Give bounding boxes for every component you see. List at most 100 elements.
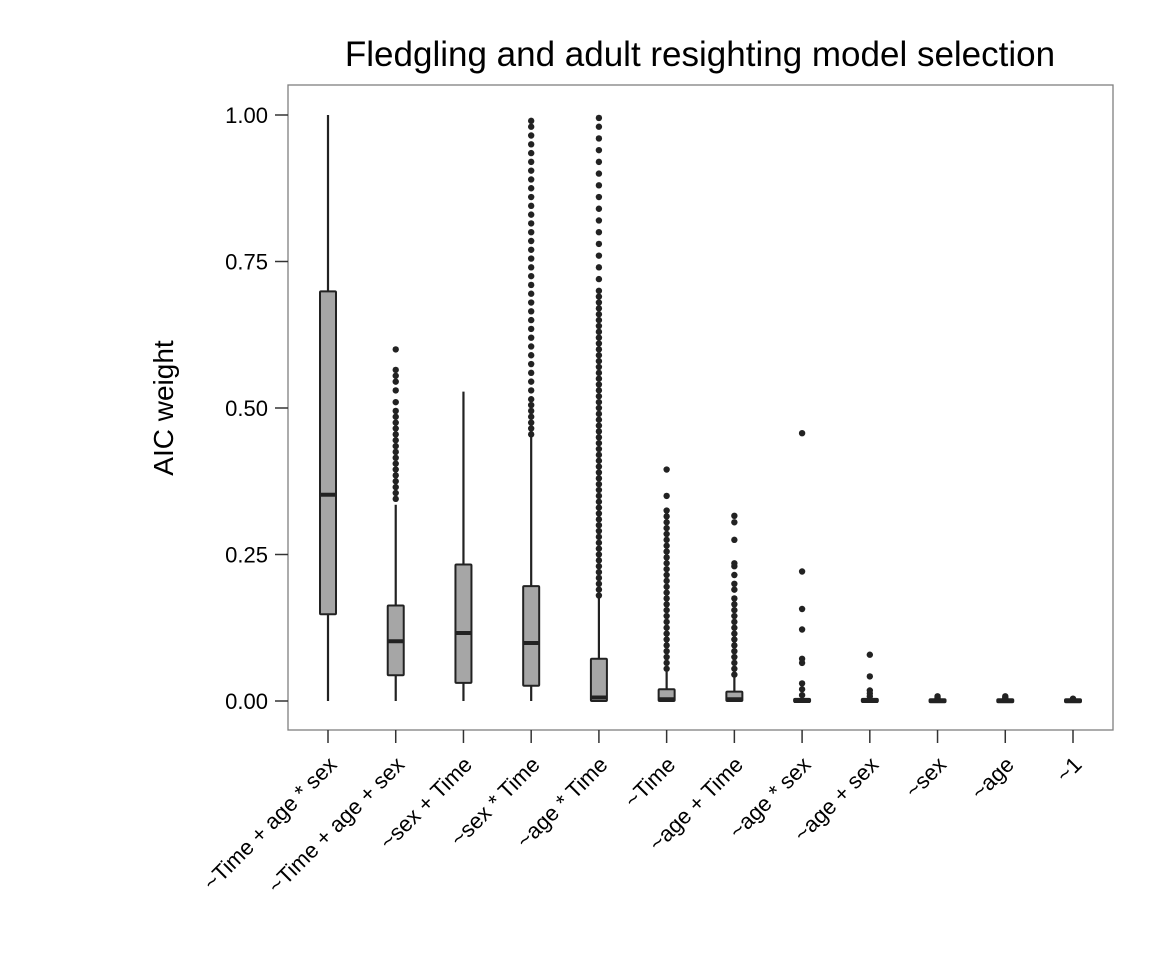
outlier-point bbox=[595, 563, 603, 570]
outlier-point bbox=[595, 445, 603, 453]
outlier-point bbox=[595, 422, 603, 429]
outlier-point bbox=[595, 182, 603, 189]
outlier-point bbox=[392, 489, 399, 497]
box-group bbox=[657, 466, 676, 703]
outlier-point bbox=[595, 158, 603, 166]
outlier-point bbox=[595, 387, 603, 394]
outlier-point bbox=[731, 618, 738, 626]
outlier-point bbox=[663, 571, 670, 579]
outlier-point bbox=[595, 527, 603, 535]
outlier-point bbox=[595, 369, 603, 377]
outlier-point bbox=[731, 601, 738, 608]
outlier-point bbox=[595, 516, 603, 523]
outlier-point bbox=[527, 413, 535, 420]
box-iqr bbox=[589, 657, 608, 702]
outlier-point bbox=[866, 651, 874, 658]
outlier-point bbox=[866, 673, 874, 680]
y-tick-label: 1.00 bbox=[225, 103, 268, 128]
outlier-point bbox=[595, 410, 603, 418]
outlier-point bbox=[392, 437, 399, 444]
outlier-point bbox=[595, 475, 603, 482]
outlier-point bbox=[595, 311, 603, 318]
outlier-point bbox=[663, 524, 670, 532]
outlier-point bbox=[595, 305, 603, 312]
outlier-point bbox=[527, 185, 535, 192]
box-group bbox=[386, 346, 405, 701]
outlier-point bbox=[731, 624, 738, 631]
outlier-point bbox=[527, 396, 535, 403]
outlier-point bbox=[595, 545, 603, 552]
outlier-point bbox=[527, 272, 535, 280]
outlier-point bbox=[731, 671, 738, 678]
box-group bbox=[928, 693, 947, 704]
outlier-point bbox=[595, 586, 603, 593]
outlier-point bbox=[392, 372, 399, 379]
chart-title: Fledgling and adult resighting model sel… bbox=[345, 35, 1055, 74]
outlier-point bbox=[392, 413, 399, 420]
outlier-point bbox=[595, 316, 603, 324]
outlier-point bbox=[527, 167, 535, 174]
outlier-point bbox=[392, 448, 399, 456]
outlier-point bbox=[527, 132, 535, 139]
outlier-point bbox=[595, 451, 603, 459]
outlier-point bbox=[731, 636, 738, 643]
outlier-point bbox=[731, 606, 738, 614]
outlier-point bbox=[527, 255, 535, 262]
outlier-point bbox=[527, 117, 535, 125]
outlier-point bbox=[663, 577, 670, 585]
x-tick-label: ~sex bbox=[900, 752, 951, 803]
outlier-point bbox=[527, 299, 535, 306]
box-iqr bbox=[522, 585, 541, 687]
y-axis-title: AIC weight bbox=[148, 340, 179, 476]
outlier-point bbox=[595, 357, 603, 365]
outlier-point bbox=[595, 551, 603, 558]
outlier-point bbox=[663, 548, 670, 555]
outlier-point bbox=[527, 369, 535, 377]
box-group bbox=[1064, 695, 1082, 704]
outlier-point bbox=[595, 114, 603, 122]
outlier-point bbox=[731, 647, 738, 655]
box-group bbox=[319, 115, 337, 701]
outlier-point bbox=[595, 340, 603, 347]
outlier-point bbox=[392, 472, 399, 479]
plot-frame bbox=[287, 84, 1114, 731]
box-iqr bbox=[319, 290, 337, 616]
outlier-point bbox=[663, 653, 670, 661]
outlier-point bbox=[527, 229, 535, 236]
outlier-point bbox=[527, 352, 535, 359]
outlier-point bbox=[663, 560, 670, 567]
outlier-point bbox=[527, 325, 535, 333]
outlier-point bbox=[392, 483, 399, 491]
outlier-point bbox=[731, 571, 738, 579]
outlier-point bbox=[595, 381, 603, 388]
outlier-point bbox=[798, 655, 806, 663]
outlier-point bbox=[1069, 695, 1077, 702]
outlier-point bbox=[527, 176, 535, 183]
outlier-point bbox=[527, 149, 535, 157]
outlier-point bbox=[595, 287, 603, 294]
outlier-point bbox=[595, 363, 603, 371]
x-axis: ~Time + age * sex~Time + age + sex~sex +… bbox=[198, 730, 1087, 898]
outlier-point bbox=[595, 469, 603, 476]
outlier-point bbox=[595, 428, 603, 435]
outlier-point bbox=[527, 290, 535, 297]
box-group bbox=[725, 512, 744, 703]
outlier-point bbox=[798, 605, 806, 613]
outlier-point bbox=[527, 246, 535, 253]
outlier-point bbox=[595, 217, 603, 224]
outlier-point bbox=[934, 693, 941, 700]
outlier-point bbox=[527, 334, 535, 341]
outlier-point bbox=[731, 595, 738, 602]
outlier-point bbox=[663, 601, 670, 608]
outlier-point bbox=[527, 401, 535, 409]
outlier-point bbox=[527, 316, 535, 324]
outlier-point bbox=[392, 466, 399, 473]
outlier-point bbox=[527, 220, 535, 227]
outlier-point bbox=[798, 626, 806, 633]
outlier-point bbox=[595, 439, 603, 447]
outlier-point bbox=[731, 536, 738, 544]
outlier-point bbox=[663, 507, 670, 514]
outlier-point bbox=[798, 568, 806, 575]
outlier-point bbox=[595, 592, 603, 599]
outlier-point bbox=[527, 193, 535, 201]
